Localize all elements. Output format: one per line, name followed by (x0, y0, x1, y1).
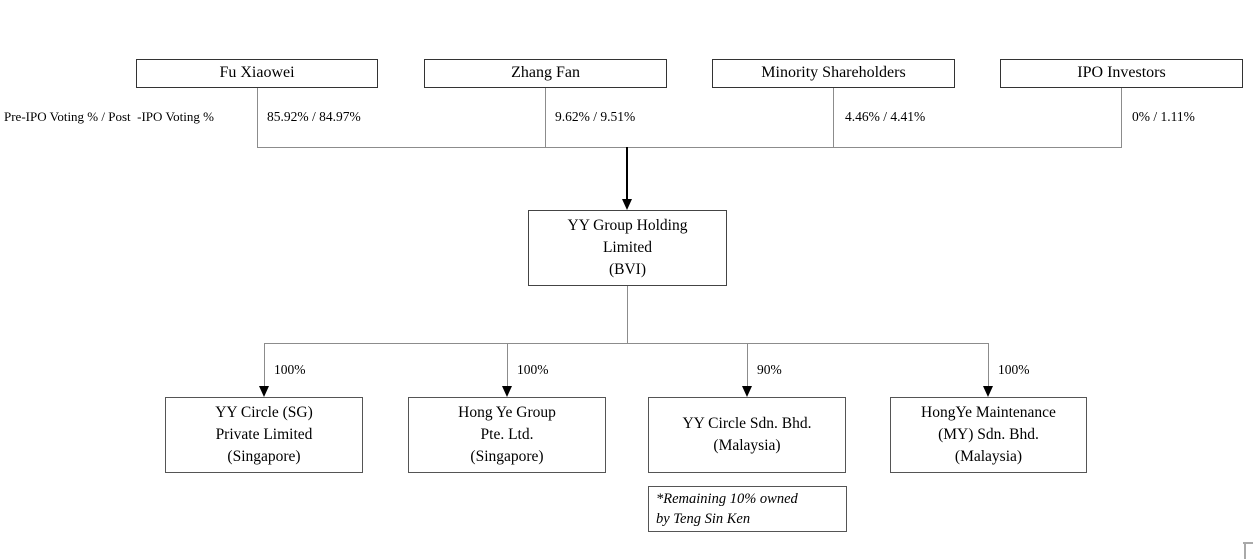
shareholder-name: Zhang Fan (511, 64, 580, 81)
subsidiary-box-hong-ye-group: Hong Ye Group Pte. Ltd. (Singapore) (408, 397, 606, 473)
subsidiary-name-line: (MY) Sdn. Bhd. (938, 426, 1039, 443)
voting-label-ipo: 0% / 1.11% (1132, 109, 1195, 124)
holding-name-line: YY Group Holding (567, 217, 688, 234)
shareholder-name: IPO Investors (1077, 64, 1166, 81)
voting-label-zhang-fan: 9.62% / 9.51% (555, 109, 636, 124)
shareholder-box-minority-shareholders: Minority Shareholders (712, 59, 955, 88)
shareholder-box-zhang-fan: Zhang Fan (424, 59, 667, 88)
branch-line-sub4 (988, 343, 989, 387)
subsidiary-name-line: YY Circle (SG) (215, 404, 313, 421)
connector-stub-fu-xiaowei (257, 88, 258, 147)
subsidiary-name-line: (Malaysia) (713, 437, 781, 454)
voting-label-fu-xiaowei: 85.92% / 84.97% (267, 109, 361, 124)
holding-name-line: Limited (602, 239, 653, 256)
ownership-label-sub2: 100% (517, 362, 549, 377)
shareholder-box-ipo-investors: IPO Investors (1000, 59, 1243, 88)
connector-stem-holding (627, 286, 628, 343)
subsidiary-name-line: Pte. Ltd. (480, 426, 534, 443)
branch-line-sub1 (264, 343, 265, 387)
subsidiary-box-yy-circle-sg: YY Circle (SG) Private Limited (Singapor… (165, 397, 363, 473)
ownership-label-sub4: 100% (998, 362, 1030, 377)
arrowhead-sub2 (502, 386, 512, 397)
corner-artifact (1244, 542, 1246, 559)
arrowhead-sub4 (983, 386, 993, 397)
footnote-line: *Remaining 10% owned (656, 491, 798, 507)
subsidiary-name-line: Private Limited (215, 426, 313, 443)
voting-legend-label: Pre-IPO Voting % / Post -IPO Voting % (4, 109, 214, 124)
connector-bus-bottom (264, 343, 988, 344)
subsidiary-name-line: (Singapore) (470, 448, 544, 465)
shareholder-name: Minority Shareholders (761, 64, 906, 81)
subsidiary-box-hongye-maintenance: HongYe Maintenance (MY) Sdn. Bhd. (Malay… (890, 397, 1087, 473)
connector-stub-minority (833, 88, 834, 147)
subsidiary-name-line: (Singapore) (227, 448, 301, 465)
subsidiary-name-line: YY Circle Sdn. Bhd. (682, 415, 812, 432)
shareholder-box-fu-xiaowei: Fu Xiaowei (136, 59, 378, 88)
footnote-line: by Teng Sin Ken (656, 511, 751, 527)
subsidiary-name-line: HongYe Maintenance (921, 404, 1056, 421)
footnote-box: *Remaining 10% owned by Teng Sin Ken (648, 486, 847, 532)
corner-artifact (1243, 542, 1253, 544)
shareholder-name: Fu Xiaowei (219, 64, 295, 81)
connector-stub-zhang-fan (545, 88, 546, 147)
arrowhead-sub1 (259, 386, 269, 397)
holding-box-yy-group: YY Group Holding Limited (BVI) (528, 210, 727, 286)
holding-name-line: (BVI) (608, 261, 647, 278)
subsidiary-name-line: (Malaysia) (954, 448, 1023, 465)
ownership-label-sub3: 90% (757, 362, 782, 377)
subsidiary-box-yy-circle-my: YY Circle Sdn. Bhd. (Malaysia) (648, 397, 846, 473)
connector-bus-top (257, 147, 1122, 148)
subsidiary-name-line: Hong Ye Group (458, 404, 556, 421)
arrow-line-to-holding (626, 147, 628, 200)
voting-label-minority: 4.46% / 4.41% (845, 109, 926, 124)
arrowhead-to-holding (622, 199, 632, 210)
arrowhead-sub3 (742, 386, 752, 397)
connector-stub-ipo (1121, 88, 1122, 147)
branch-line-sub3 (747, 343, 748, 387)
ownership-label-sub1: 100% (274, 362, 306, 377)
branch-line-sub2 (507, 343, 508, 387)
